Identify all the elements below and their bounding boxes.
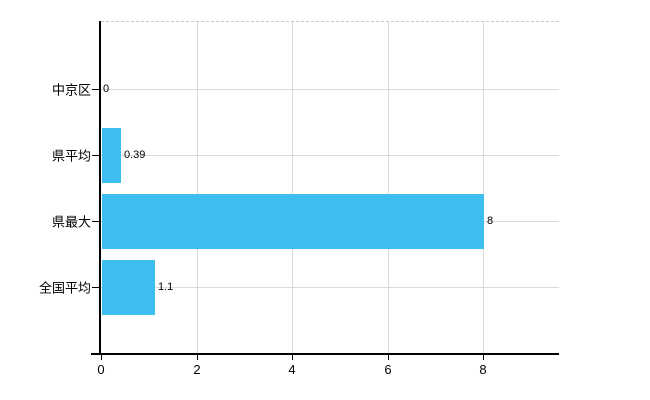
x-axis-tick — [101, 355, 102, 360]
y-axis — [99, 21, 101, 355]
bar — [102, 194, 484, 249]
gridline-horizontal — [101, 155, 559, 156]
bar — [102, 128, 121, 183]
x-axis — [91, 353, 559, 355]
x-tick-label: 0 — [97, 362, 105, 377]
y-axis-tick — [92, 89, 99, 90]
gridline-horizontal — [101, 287, 559, 288]
category-label: 県平均 — [51, 148, 91, 164]
y-axis-tick — [92, 155, 99, 156]
bar-value-label: 0 — [103, 83, 110, 95]
bar — [102, 260, 155, 315]
gridline-vertical — [387, 22, 389, 353]
frame-top-dashed — [101, 21, 559, 22]
category-label: 全国平均 — [38, 280, 91, 296]
gridline-vertical — [292, 22, 293, 353]
x-axis-tick — [292, 355, 293, 360]
x-tick-label: 2 — [193, 362, 201, 377]
bar-value-label: 0.39 — [124, 149, 146, 161]
x-axis-tick — [197, 355, 198, 360]
gridline-vertical — [196, 22, 198, 353]
gridline-vertical — [483, 22, 484, 353]
gridline-horizontal — [101, 89, 559, 90]
x-tick-label: 4 — [288, 362, 296, 377]
bar-value-label: 1.1 — [158, 281, 174, 293]
y-axis-tick — [92, 221, 99, 222]
y-axis-tick — [92, 287, 99, 288]
x-axis-tick — [483, 355, 484, 360]
x-tick-label: 8 — [479, 362, 487, 377]
x-axis-tick — [388, 355, 389, 360]
category-label: 中京区 — [51, 82, 91, 98]
bar-value-label: 8 — [487, 215, 494, 227]
category-label: 県最大 — [51, 214, 91, 230]
x-tick-label: 6 — [384, 362, 392, 377]
